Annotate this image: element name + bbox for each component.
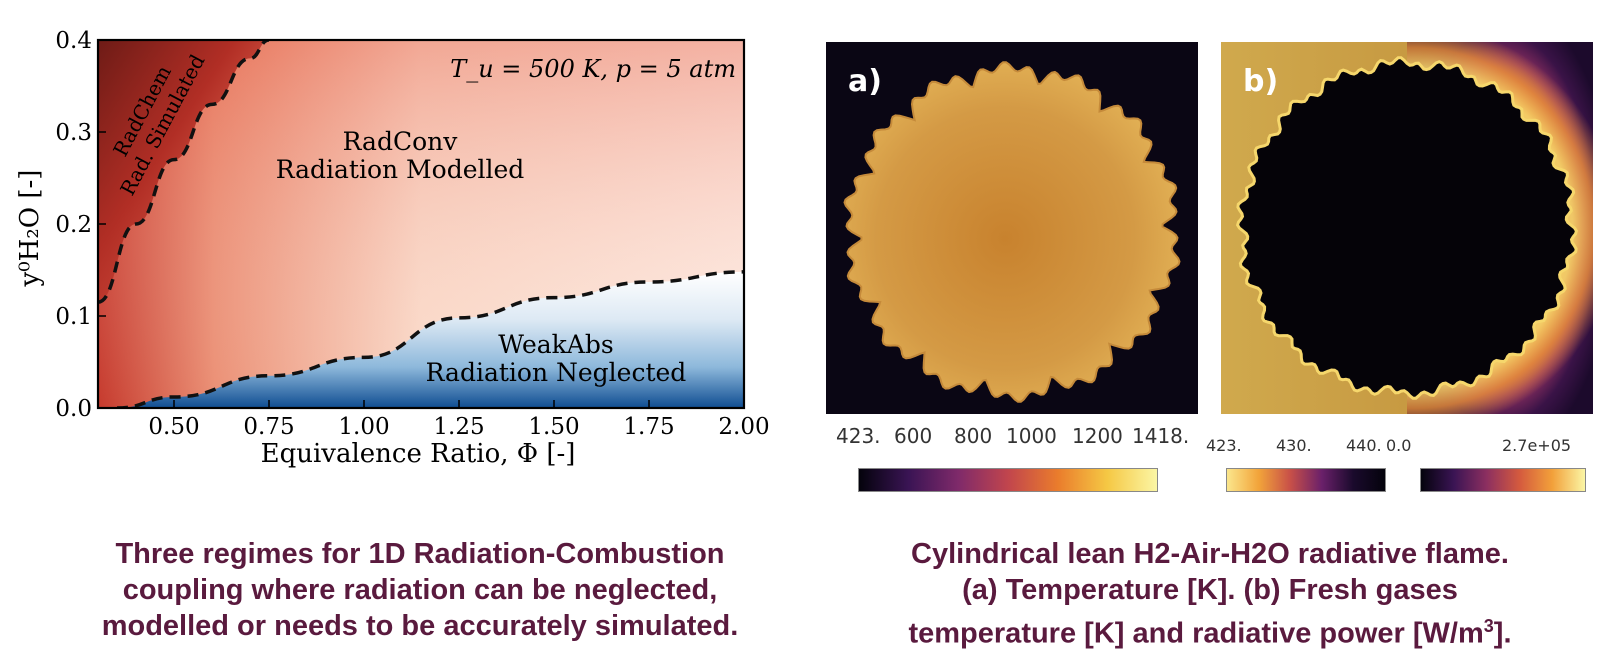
colorbar-a-ticks: 423. 600 800 1000 1200 1418.	[836, 424, 1189, 454]
colorbar-b-right-ticks: 0.0 2.7e+05	[1386, 436, 1586, 458]
colorbar-a-tick: 1200	[1072, 424, 1123, 448]
fresh-gas-radiation-field	[1221, 42, 1593, 414]
y-tick-label: 0.3	[55, 120, 92, 146]
caption-text: ].	[1493, 617, 1512, 650]
y-tick-label: 0.2	[55, 212, 92, 238]
x-axis-ticks: 0.50 0.75 1.00 1.25 1.50 1.75 2.00	[148, 400, 770, 440]
right-caption: Cylindrical lean H2-Air-H2O radiative fl…	[830, 536, 1590, 652]
y-tick-label: 0.0	[55, 396, 92, 422]
radchem-region	[98, 40, 269, 303]
right-caption-line: Cylindrical lean H2-Air-H2O radiative fl…	[911, 538, 1509, 570]
colorbar-b-left-tick: 430.	[1276, 436, 1312, 455]
fresh-gas-radiation-panel: b)	[1221, 42, 1593, 414]
panel-b-label: b)	[1243, 64, 1279, 99]
y-tick-label: 0.4	[55, 28, 92, 54]
temperature-panel: a)	[826, 42, 1198, 414]
y-axis-ticks: 0.0 0.1 0.2 0.3 0.4	[55, 28, 106, 422]
colorbar-a-tick: 1418.	[1132, 424, 1190, 448]
heatmap-layer	[98, 40, 744, 408]
radconv-sublabel: Radiation Modelled	[276, 155, 525, 184]
x-tick-label: 1.25	[433, 414, 484, 440]
x-axis-label: Equivalence Ratio, Φ [-]	[261, 439, 576, 469]
x-tick-label: 0.50	[148, 414, 199, 440]
weakabs-region	[117, 271, 744, 408]
colorbar-b-left	[1226, 468, 1386, 492]
weakabs-boundary-line	[116, 270, 744, 408]
colorbar-a-tick: 423.	[836, 424, 881, 448]
radconv-label: RadConv	[343, 127, 459, 156]
x-tick-label: 2.00	[718, 414, 769, 440]
caption-text: temperature [K] and radiative power [W/m	[908, 617, 1484, 650]
colorbar-a	[858, 468, 1158, 492]
colorbar-b-right-tick: 0.0	[1386, 436, 1412, 455]
right-caption-line: (a) Temperature [K]. (b) Fresh gases	[962, 574, 1458, 606]
left-caption-line: Three regimes for 1D Radiation-Combustio…	[115, 538, 725, 570]
y-axis-label: y⁰H₂O [-]	[15, 170, 45, 288]
right-caption-line: temperature [K] and radiative power [W/m…	[830, 608, 1590, 652]
flame-front-b	[1235, 56, 1579, 400]
flame-temperature-field	[843, 61, 1181, 403]
x-tick-label: 1.75	[623, 414, 674, 440]
x-tick-label: 0.75	[243, 414, 294, 440]
colorbar-b-left-tick: 423.	[1206, 436, 1242, 455]
weakabs-sublabel: Radiation Neglected	[426, 358, 687, 387]
panel-a-label: a)	[848, 64, 882, 99]
colorbar-b-right	[1420, 468, 1586, 492]
left-caption: Three regimes for 1D Radiation-Combustio…	[40, 536, 800, 644]
radchem-boundary-line	[98, 40, 270, 304]
regime-chart: 0.50 0.75 1.00 1.25 1.50 1.75 2.00 0.00.10.20.…	[15, 28, 770, 469]
left-caption-line: modelled or needs to be accurately simul…	[101, 610, 739, 642]
conditions-annotation: T_u = 500 K, p = 5 atm	[450, 55, 736, 83]
x-tick-label: 1.00	[338, 414, 389, 440]
colorbar-a-tick: 800	[954, 424, 993, 448]
colorbar-a-tick: 1000	[1006, 424, 1057, 448]
caption-superscript: 3	[1483, 616, 1494, 636]
colorbar-b-left-ticks: 423. 430. 440.	[1206, 436, 1386, 458]
weakabs-label: WeakAbs	[498, 330, 613, 359]
colorbar-a-tick: 600	[894, 424, 933, 448]
left-caption-line: coupling where radiation can be neglecte…	[122, 574, 718, 606]
flame-front-a	[843, 61, 1181, 403]
y-tick-label: 0.1	[55, 304, 92, 330]
x-tick-label: 1.50	[528, 414, 579, 440]
colorbar-b-left-tick: 440.	[1346, 436, 1382, 455]
colorbar-b-right-tick: 2.7e+05	[1502, 436, 1572, 455]
